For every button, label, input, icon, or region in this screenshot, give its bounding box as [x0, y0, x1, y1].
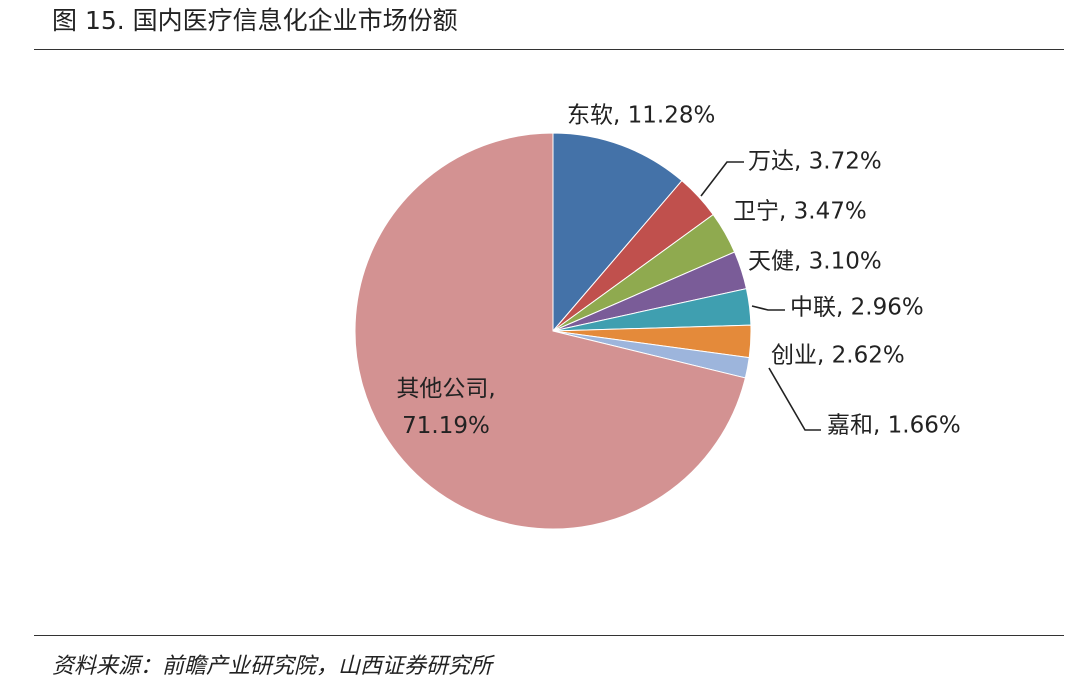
top-rule	[34, 49, 1064, 50]
pie-slices	[354, 132, 752, 530]
source-note: 资料来源：前瞻产业研究院，山西证券研究所	[52, 654, 493, 679]
leader-line-7	[768, 367, 821, 431]
pie-slice-8	[354, 132, 746, 530]
leader-line-5	[751, 305, 785, 311]
slice-label-7: 嘉和, 1.66%	[827, 413, 961, 439]
leader-lines	[700, 161, 821, 431]
pie-slice-1	[552, 132, 683, 333]
slice-label-8: 其他公司, 71.19%	[396, 376, 495, 439]
slice-label-4: 天健, 3.10%	[748, 249, 882, 275]
slice-label-1: 东软, 11.28%	[567, 103, 715, 129]
slice-labels: 东软, 11.28% 万达, 3.72% 卫宁, 3.47% 天健, 3.10% 中联,…	[396, 103, 960, 439]
slice-label-2: 万达, 3.72%	[748, 149, 882, 175]
slice-label-5: 中联, 2.96%	[790, 295, 924, 321]
bottom-rule	[34, 635, 1064, 636]
figure-title: 图 15. 国内医疗信息化企业市场份额	[52, 6, 458, 35]
leader-line-2	[700, 161, 744, 197]
slice-label-6: 创业, 2.62%	[771, 343, 905, 369]
slice-label-3: 卫宁, 3.47%	[733, 199, 867, 225]
